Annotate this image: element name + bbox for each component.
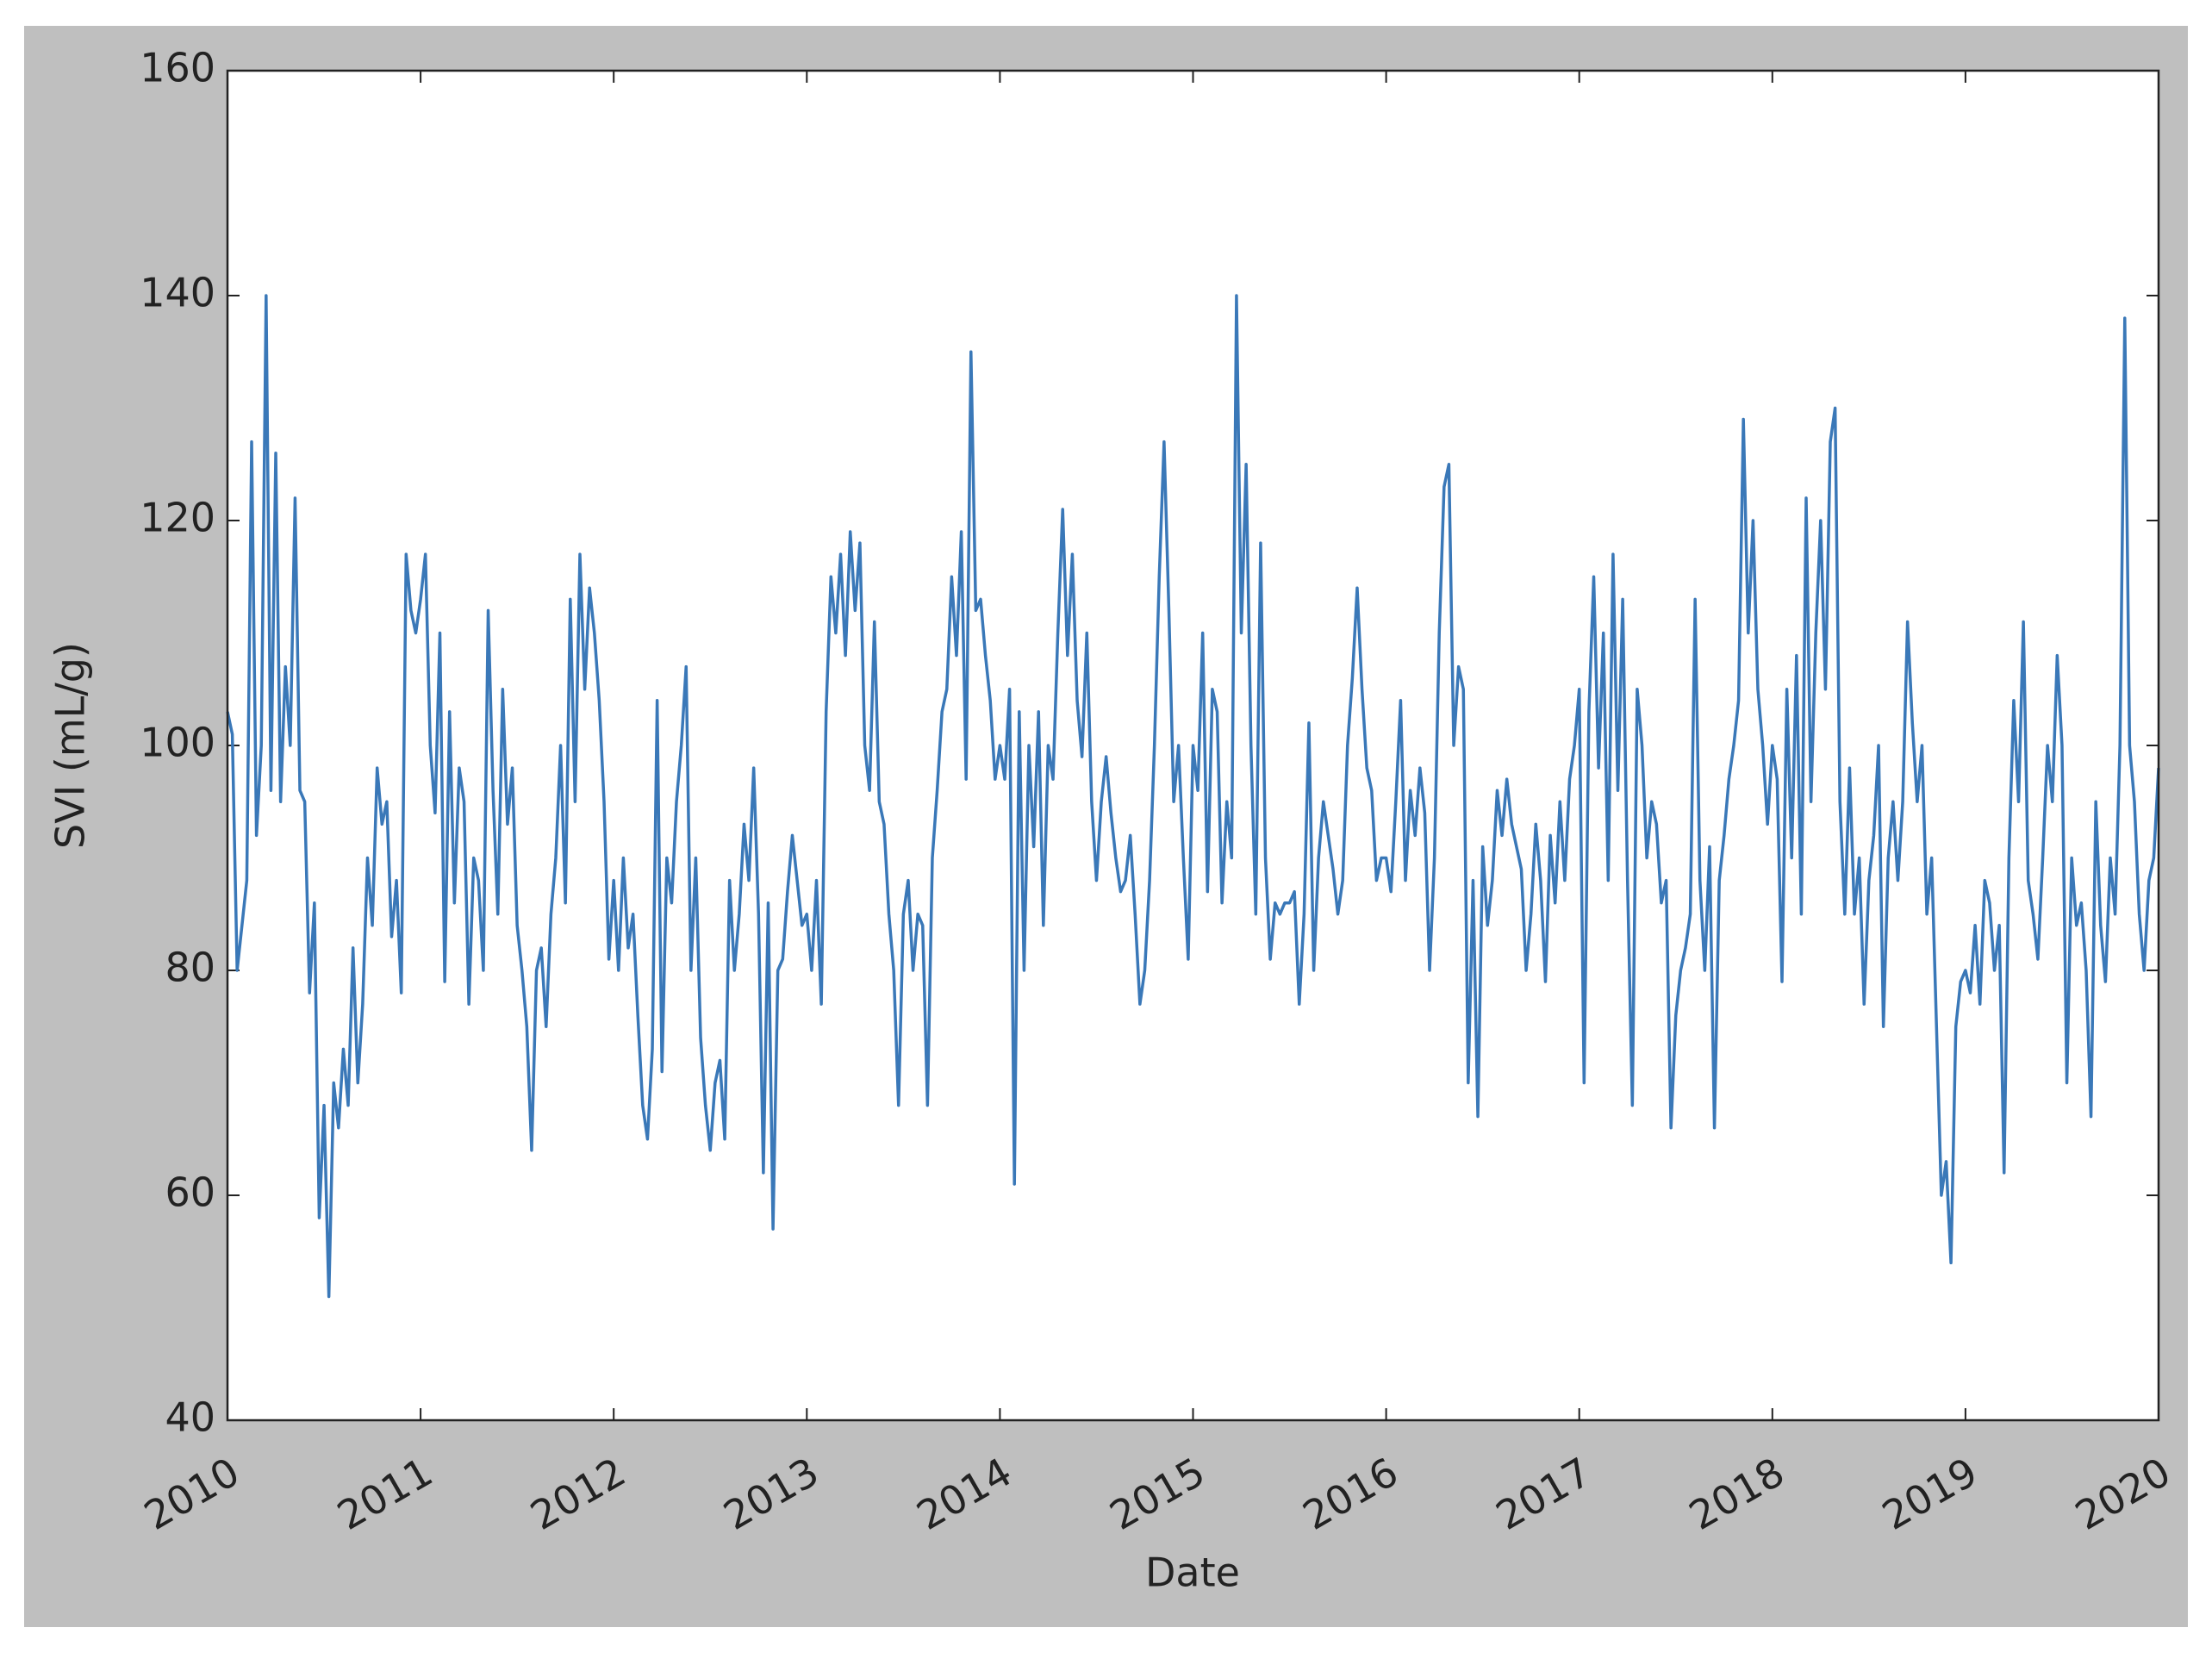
y-tick-label: 160 <box>140 45 215 91</box>
y-tick-label: 100 <box>140 720 215 766</box>
plot-frame <box>226 69 2160 1422</box>
y-tick-label: 40 <box>165 1394 215 1441</box>
y-tick-label: 60 <box>165 1169 215 1216</box>
x-axis-title: Date <box>1145 1550 1240 1596</box>
y-axis-title: SVI (mL/g) <box>47 642 94 849</box>
data-line <box>226 294 2160 1299</box>
y-tick-label: 80 <box>165 945 215 991</box>
y-tick-label: 140 <box>140 270 215 316</box>
y-tick-label: 120 <box>140 495 215 541</box>
